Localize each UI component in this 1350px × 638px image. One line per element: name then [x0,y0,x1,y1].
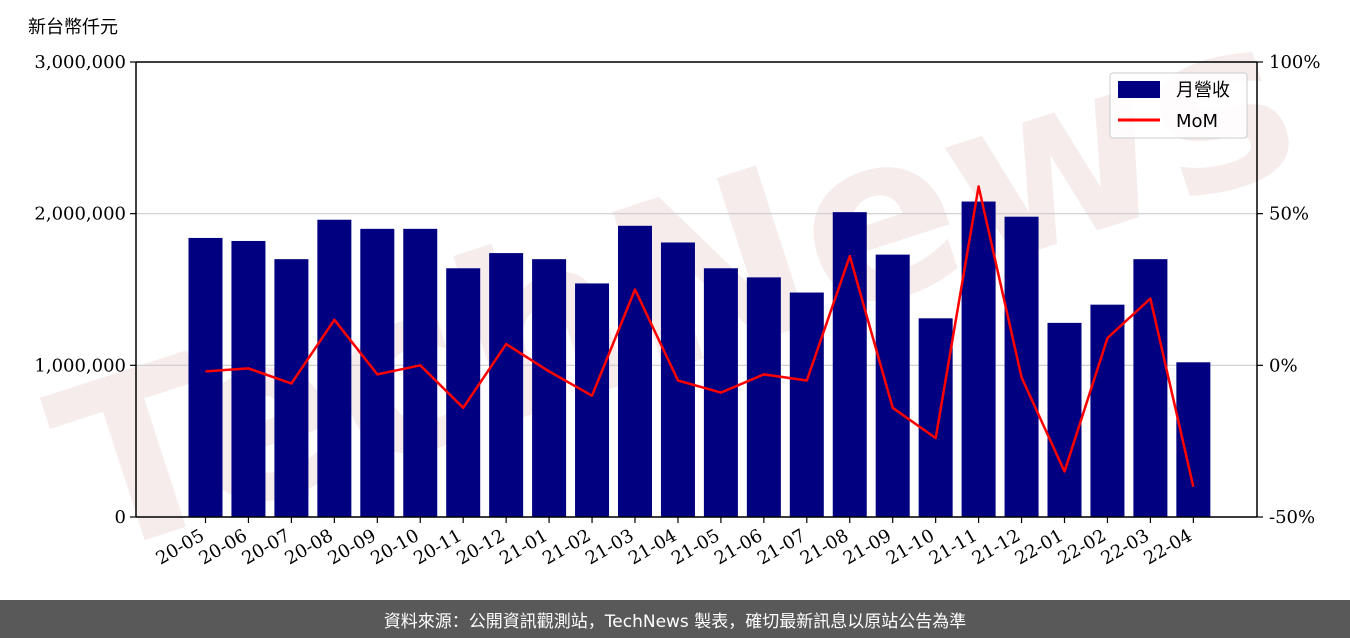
chart: TechNews 01,000,0002,000,0003,000,000-50… [25,0,1325,600]
left-tick-label: 2,000,000 [34,204,126,225]
x-tick-label: 21-10 [883,525,938,569]
x-tick-label: 21-06 [711,525,766,569]
axes [135,61,1258,518]
right-tick-label: 100% [1269,52,1320,73]
x-tick-label: 21-01 [496,525,551,569]
bar-21-08 [832,212,867,517]
x-tick-label: 21-08 [797,525,852,569]
source-footer: 資料來源：公開資訊觀測站，TechNews 製表，確切最新訊息以原站公告為準 [0,600,1350,638]
left-tick-label: 3,000,000 [34,52,126,73]
x-tick-label: 22-02 [1055,525,1110,569]
x-tick-label: 22-01 [1012,525,1067,569]
x-tick-label: 21-11 [926,525,981,569]
bar-21-06 [746,277,781,517]
x-tick-label: 22-03 [1097,525,1152,569]
x-tick-label: 22-04 [1140,525,1195,569]
x-tick-label: 21-05 [668,525,723,569]
x-tick-label: 21-02 [539,525,594,569]
right-tick-label: 50% [1269,204,1309,225]
bar-21-01 [532,259,567,517]
bar-21-02 [575,283,610,517]
x-tick-label: 20-11 [410,525,465,569]
left-tick-label: 1,000,000 [34,355,126,376]
x-tick-label: 21-09 [840,525,895,569]
left-tick-label: 0 [115,507,126,528]
x-tick-label: 21-04 [625,525,680,569]
x-tick-label: 21-07 [754,525,809,569]
x-tick-label: 21-12 [969,525,1024,569]
bar-20-11 [446,268,481,517]
legend-label-bar: 月營收 [1176,80,1230,101]
bar-21-09 [875,254,910,517]
bar-22-01 [1047,322,1082,517]
mom-line [205,185,1195,487]
legend-label-line: MoM [1176,111,1218,132]
x-tick-label: 20-10 [367,525,422,569]
bar-20-06 [231,240,266,517]
right-tick-label: 0% [1269,355,1298,376]
bar-20-12 [489,253,524,517]
y-unit-label: 新台幣仟元 [28,17,118,38]
bar-20-10 [403,228,438,518]
x-tick-label: 21-03 [582,525,637,569]
mom-line-series [205,185,1195,487]
bar-21-03 [618,225,652,518]
bar-20-07 [274,259,309,517]
bar-series [188,201,1211,518]
bar-20-08 [317,219,352,517]
right-tick-label: -50% [1269,507,1315,528]
bar-21-12 [1004,216,1039,517]
x-tick-label: 20-12 [453,525,508,569]
bar-21-10 [918,318,953,517]
legend-swatch-bar [1118,81,1160,98]
legend: 月營收 MoM [1109,72,1248,139]
bar-21-07 [789,292,824,517]
bar-20-05 [188,237,223,517]
